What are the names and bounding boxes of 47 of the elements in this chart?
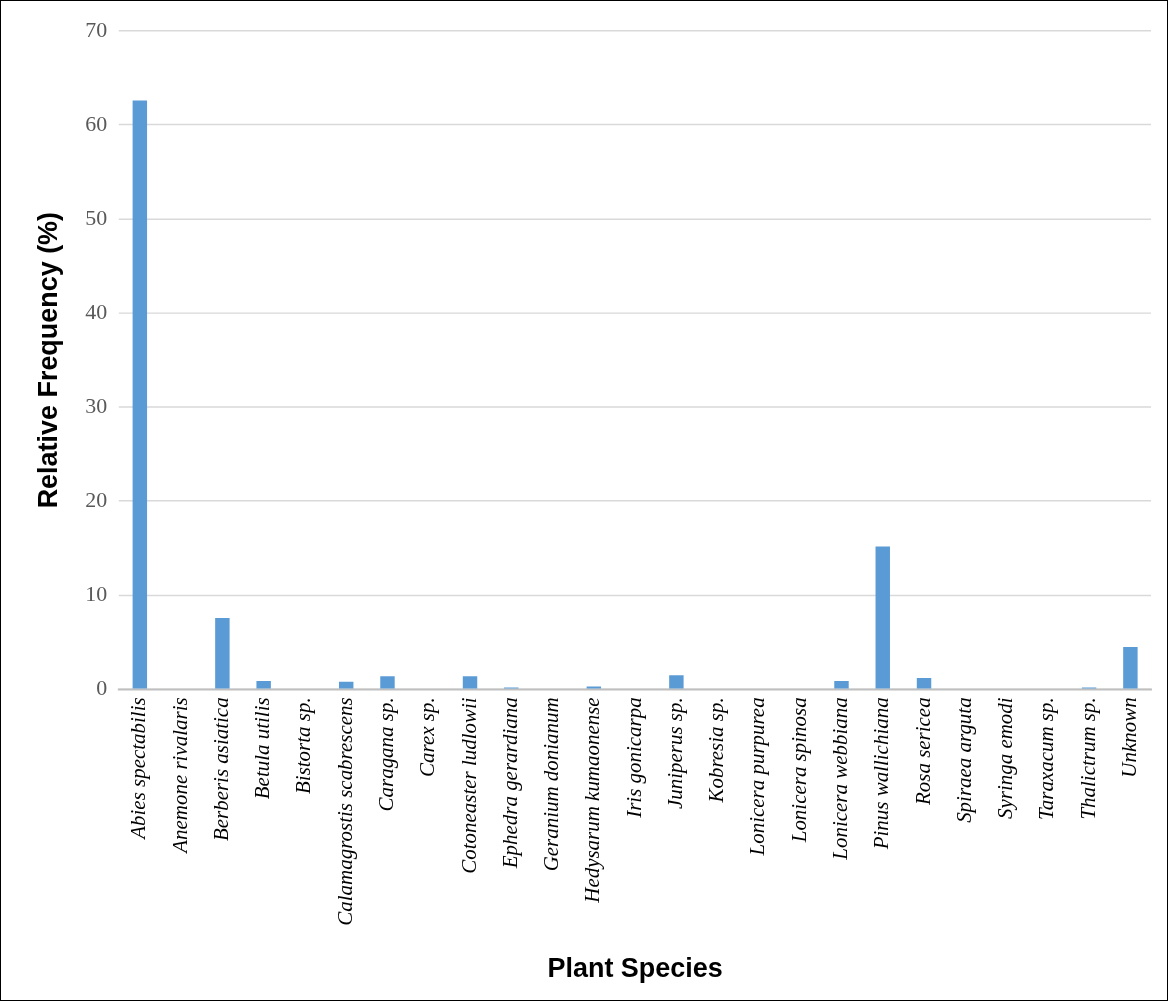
y-tick-label: 70 [85,16,108,42]
bar [132,100,148,689]
x-tick-label: Kobresia sp. [704,697,729,804]
x-tick-label: Hedysarum kumaonense [580,697,605,904]
bar [916,678,932,689]
bar [875,546,890,689]
x-tick-label: Ephedra gerardiana [497,697,522,870]
x-tick-label: Carex sp. [415,697,440,777]
bar [1123,647,1138,689]
x-tick-label: Betula utilis [250,697,275,800]
x-tick-label: Lonicera webbiana [827,697,852,861]
x-tick-label: Syringa emodi [993,697,1018,819]
x-tick-label: Pinus wallichiana [869,697,894,851]
y-tick-label: 50 [85,204,108,230]
y-tick-label: 10 [85,581,108,607]
bar [338,681,354,689]
x-tick-label: Lonicera spinosa [786,697,811,844]
x-tick-label: Rosa sericea [910,697,935,806]
bar [586,686,602,689]
x-tick-label: Taraxacum sp. [1034,697,1059,820]
x-tick-label: Spiraea arguta [951,697,976,823]
x-tick-label: Thalictrum sp. [1075,697,1100,820]
bar [669,675,684,689]
bar [256,680,271,689]
x-tick-label: Lonicera purpurea [745,697,770,857]
y-tick-label: 40 [85,298,108,324]
x-tick-label: Geranium donianum [539,697,564,872]
x-tick-label: Unknown [1116,697,1141,778]
x-tick-label: Juniperus sp. [662,697,687,810]
x-tick-label: Calamagrostis scabrescens [332,697,357,926]
y-tick-label: 20 [85,487,108,513]
x-axis-title: Plant Species [547,953,723,984]
bar [215,617,230,689]
x-tick-label: Berberis asiatica [208,697,233,842]
y-tick-label: 60 [85,110,108,136]
x-tick-label: Bistorta sp. [291,697,316,794]
x-tick-label: Anemone rivalaris [167,697,192,855]
x-tick-label: Abies spectabilis [126,697,151,841]
bar [834,680,849,689]
x-tick-label: Caragana sp. [373,697,398,812]
y-tick-label: 0 [96,675,108,701]
bar [462,676,478,689]
x-tick-label: Cotoneaster ludlowii [456,697,481,874]
bar [380,676,395,689]
x-tick-label: Iris gonicarpa [621,697,646,819]
y-tick-label: 30 [85,392,108,418]
y-axis-title: Relative Frequency (%) [32,211,63,509]
